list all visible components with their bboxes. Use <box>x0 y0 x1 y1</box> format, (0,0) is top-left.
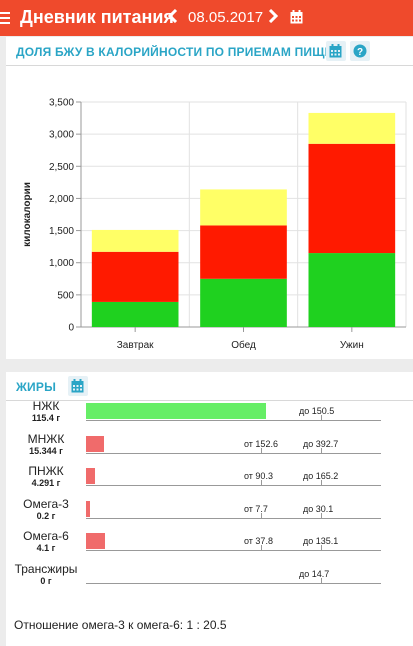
bju-card-title: ДОЛЯ БЖУ В КАЛОРИЙНОСТИ ПО ПРИЕМАМ ПИЩИ <box>16 45 334 59</box>
fat-max-tick <box>321 415 322 421</box>
bju-card: ДОЛЯ БЖУ В КАЛОРИЙНОСТИ ПО ПРИЕМАМ ПИЩИ … <box>6 37 413 359</box>
app-header: Дневник питания 08.05.2017 <box>0 0 413 36</box>
fat-max-label: до 165.2 <box>303 471 339 481</box>
menu-icon[interactable] <box>0 12 12 25</box>
bar-segment <box>200 189 287 226</box>
fat-max-tick <box>321 545 322 551</box>
fat-amount: 115.4 г <box>31 413 61 423</box>
fat-amount: 15.344 г <box>29 445 63 456</box>
calendar-icon[interactable] <box>290 10 303 29</box>
fat-max-label: до 30.1 <box>303 503 334 514</box>
fat-bar <box>86 533 106 549</box>
fat-bar <box>86 468 95 484</box>
fat-min-tick <box>261 480 262 486</box>
x-tick-label: Обед <box>231 339 256 351</box>
y-axis-label: килокалории <box>22 182 33 247</box>
bar-segment <box>200 278 287 327</box>
y-tick-label: 2,000 <box>49 194 74 205</box>
fat-bar <box>86 403 266 419</box>
page-title: Дневник питания <box>20 7 174 27</box>
fat-name: ПНЖК <box>28 464 64 478</box>
svg-text:?: ? <box>357 47 363 58</box>
fat-axis <box>86 485 381 486</box>
fats-card-title: ЖИРЫ <box>16 380 57 394</box>
y-tick-label: 1,500 <box>49 226 74 237</box>
bar-segment <box>308 253 396 327</box>
fat-min-label: от 7.7 <box>244 503 268 514</box>
y-tick-label: 2,500 <box>49 162 74 173</box>
chevron-right-icon[interactable] <box>268 8 279 27</box>
fat-axis <box>86 452 381 454</box>
fat-bar <box>86 500 91 517</box>
bju-card-header: ДОЛЯ БЖУ В КАЛОРИЙНОСТИ ПО ПРИЕМАМ ПИЩИ … <box>6 37 413 66</box>
omega-ratio: Отношение омега-3 к омега-6: 1 : 20.5 <box>14 618 227 632</box>
bju-chart: 0 500 1,000 1,500 2,000 2,500 3,000 3,500 Завтра… <box>22 98 407 351</box>
y-tick-label: 1,000 <box>49 258 74 269</box>
fat-max-tick <box>321 512 322 519</box>
fat-max-label: до 135.1 <box>303 536 339 546</box>
y-tick-label: 0 <box>68 323 74 334</box>
fats-card-header: ЖИРЫ <box>6 372 413 401</box>
calendar-icon[interactable] <box>326 41 346 61</box>
y-tick-label: 500 <box>57 290 74 301</box>
fat-max-label: до 150.5 <box>299 406 335 416</box>
fat-min-tick <box>261 447 262 454</box>
fat-min-tick <box>261 545 262 551</box>
help-icon[interactable]: ? <box>350 41 370 61</box>
bar-segment <box>91 301 179 327</box>
bar-segment <box>200 225 287 279</box>
calendar-icon[interactable] <box>68 376 88 396</box>
fat-name: Омега-6 <box>23 529 69 543</box>
fats-card: ЖИРЫ НЖК 115.4 г до 150.5 МНЖК 15.344 г от 15… <box>6 372 413 646</box>
fat-max-tick <box>321 577 322 584</box>
y-tick-label: 3,000 <box>49 130 74 141</box>
fat-name: Трансжиры <box>14 561 78 576</box>
fat-max-tick <box>321 480 322 486</box>
current-date[interactable]: 08.05.2017 <box>188 9 264 26</box>
fat-name: Омега-3 <box>23 496 69 511</box>
bar-segment <box>308 112 396 144</box>
fat-amount: 4.291 г <box>31 478 61 488</box>
fat-min-tick <box>261 512 262 519</box>
fat-axis <box>86 550 381 551</box>
fat-max-tick <box>321 447 322 454</box>
fat-name: МНЖК <box>27 431 65 446</box>
fat-min-label: от 152.6 <box>244 438 278 449</box>
fat-max-label: до 14.7 <box>299 568 330 579</box>
x-tick-label: Завтрак <box>117 340 154 351</box>
x-tick-label: Ужин <box>340 340 364 351</box>
fat-axis <box>86 582 381 584</box>
fat-amount: 4.1 г <box>36 543 56 553</box>
bar-segment <box>308 143 396 254</box>
fat-min-label: от 37.8 <box>244 536 273 546</box>
fat-axis <box>86 517 381 519</box>
fat-max-label: до 392.7 <box>303 438 339 449</box>
bar-segment <box>91 229 179 252</box>
bar-segment <box>91 251 179 302</box>
fat-amount: 0 г <box>40 575 52 586</box>
fat-name: НЖК <box>32 399 60 413</box>
fat-min-label: от 90.3 <box>244 471 273 481</box>
chevron-left-icon[interactable] <box>167 8 178 27</box>
fat-bar <box>86 435 104 452</box>
fat-axis <box>86 420 381 421</box>
y-tick-label: 3,500 <box>49 98 74 109</box>
fat-amount: 0.2 г <box>36 510 56 521</box>
